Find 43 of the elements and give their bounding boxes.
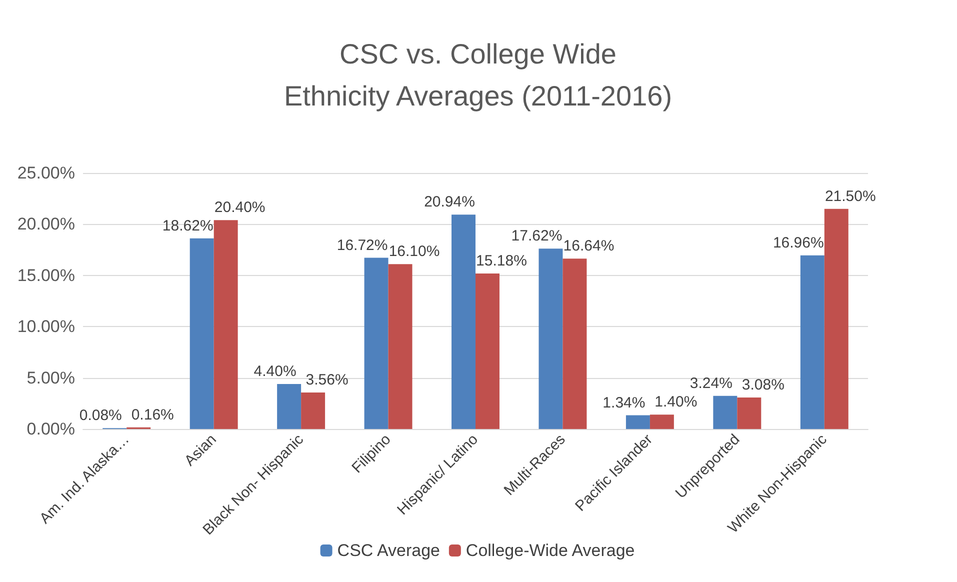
- y-tick-label: 0.00%: [26, 420, 75, 438]
- y-tick-label: 20.00%: [17, 214, 75, 234]
- data-label: 21.50%: [824, 188, 876, 205]
- data-label: 15.18%: [476, 252, 527, 270]
- y-tick-label: 5.00%: [26, 368, 75, 388]
- data-label: 17.62%: [511, 228, 562, 245]
- data-label: 16.96%: [772, 234, 824, 252]
- chart-title: CSC vs. College Wide Ethnicity Averages (2011-2016): [284, 38, 672, 112]
- legend-label: College-Wide Average: [466, 541, 635, 560]
- data-label: 3.56%: [306, 372, 348, 389]
- data-label: 16.64%: [563, 238, 614, 255]
- bar: [388, 264, 412, 429]
- data-label: 16.72%: [336, 236, 388, 254]
- bar: [737, 397, 762, 429]
- bar: [476, 274, 500, 429]
- y-tick-label: 25.00%: [17, 164, 75, 182]
- data-label: 3.08%: [742, 376, 784, 394]
- bar: [364, 258, 388, 429]
- data-label: 0.16%: [131, 406, 174, 424]
- bar: [626, 415, 650, 429]
- data-label: 0.08%: [79, 407, 122, 424]
- data-label: 20.40%: [214, 199, 266, 216]
- data-label: 4.40%: [254, 362, 296, 380]
- bar: [800, 255, 824, 429]
- bar: [562, 258, 587, 429]
- bar: [277, 384, 302, 429]
- data-label: 1.40%: [654, 394, 698, 411]
- bar: [301, 392, 326, 429]
- y-tick-label: 10.00%: [17, 317, 75, 336]
- bar: [713, 396, 738, 429]
- legend-label: CSC Average: [337, 541, 440, 560]
- bar: [538, 248, 563, 429]
- data-label: 20.94%: [424, 194, 475, 211]
- data-label: 18.62%: [162, 217, 214, 234]
- data-label: 3.24%: [690, 374, 732, 392]
- y-tick-label: 15.00%: [17, 266, 75, 285]
- data-label: 1.34%: [602, 394, 646, 412]
- bar: [452, 214, 476, 429]
- bar: [824, 208, 848, 429]
- bar: [214, 220, 238, 429]
- bar: [190, 238, 214, 429]
- data-label: 16.10%: [388, 243, 440, 260]
- bar: [650, 414, 674, 429]
